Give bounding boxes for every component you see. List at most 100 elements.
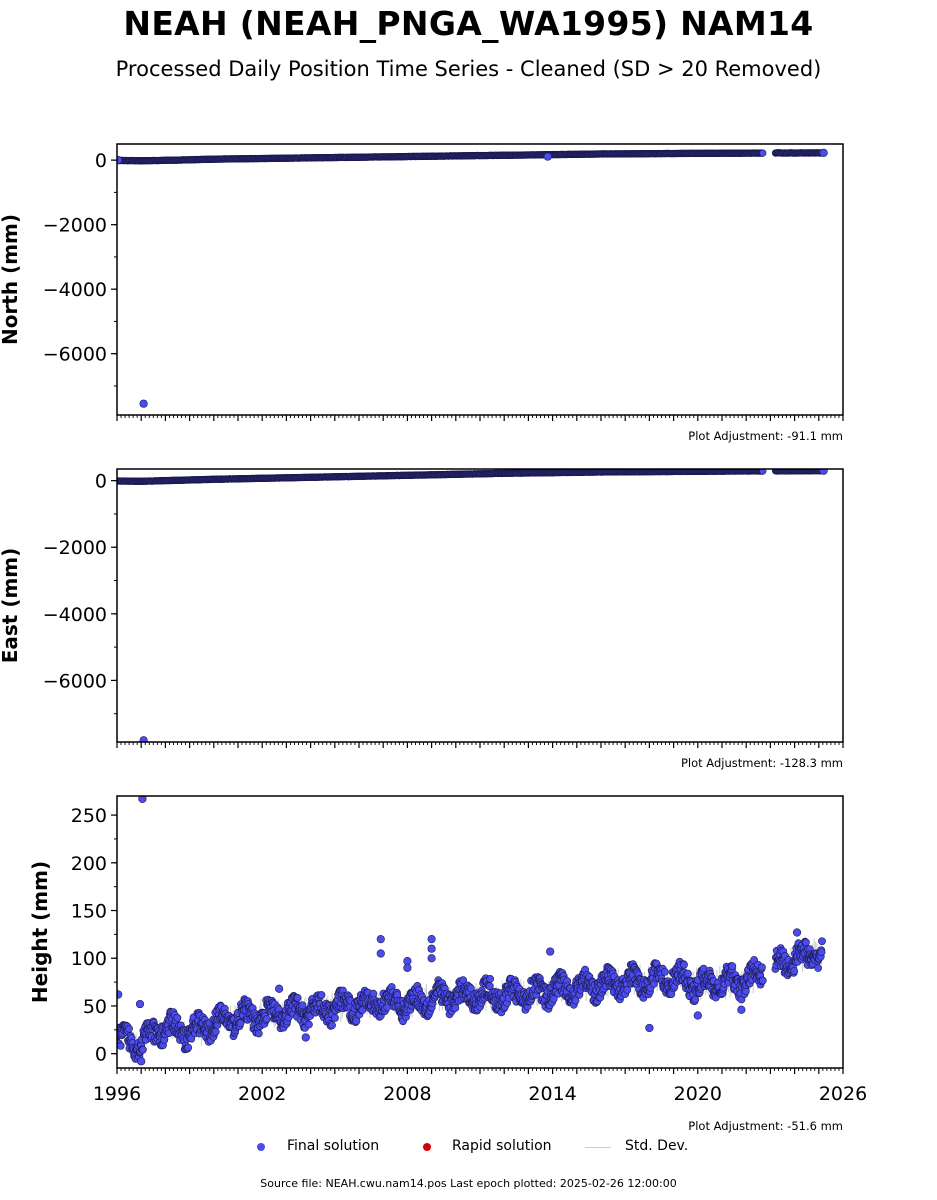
- final-solution-point: [741, 987, 750, 996]
- std-dev-label: Std. Dev.: [625, 1138, 689, 1154]
- outlier-point: [693, 1011, 702, 1020]
- final-solution-point: [728, 962, 737, 971]
- final-solution-point: [211, 1027, 220, 1036]
- final-solution-marker: [257, 1143, 265, 1151]
- std-dev-line: [585, 1147, 611, 1148]
- y-tick-label: −2000: [43, 537, 107, 559]
- data-points-2: [117, 469, 828, 742]
- outlier-point: [117, 156, 123, 165]
- outlier-point: [737, 1005, 746, 1014]
- final-solution-point: [758, 976, 767, 985]
- x-tick-label: 2008: [383, 1083, 431, 1105]
- axes-frame: [116, 143, 844, 416]
- y-tick-label: 200: [71, 853, 107, 875]
- plot-adjustment-note: Plot Adjustment: -128.3 mm: [681, 756, 843, 770]
- final-solution-point: [352, 1017, 361, 1025]
- outlier-point: [819, 148, 828, 157]
- final-solution-point: [184, 1043, 193, 1052]
- y-tick-label: −4000: [43, 279, 107, 301]
- outlier-point: [427, 944, 436, 953]
- final-solution-point: [317, 991, 326, 999]
- final-solution-point: [369, 989, 378, 998]
- final-solution-point: [660, 968, 669, 976]
- outlier-point: [139, 399, 148, 408]
- rapid-solution-marker: [423, 1143, 431, 1151]
- x-tick-label: 2026: [819, 1083, 867, 1105]
- outlier-point: [645, 1023, 654, 1033]
- outlier-point: [403, 963, 412, 972]
- x-tick-label: 2020: [674, 1083, 722, 1105]
- final-solution-label: Final solution: [287, 1138, 380, 1154]
- outlier-point: [376, 949, 385, 958]
- outlier-point: [792, 928, 802, 937]
- y-tick-label: 0: [95, 471, 107, 493]
- rapid-solution-label: Rapid solution: [452, 1138, 552, 1154]
- final-solution-point: [331, 1014, 339, 1022]
- source-footnote: Source file: NEAH.cwu.nam14.pos Last epo…: [260, 1177, 677, 1190]
- final-solution-point: [304, 1020, 313, 1029]
- y-tick-label: −6000: [43, 344, 107, 366]
- final-solution-point: [125, 1024, 133, 1033]
- x-tick-label: 1996: [93, 1083, 141, 1105]
- outlier-point: [543, 152, 552, 161]
- y-tick-label: 150: [71, 901, 107, 923]
- final-solution-point: [117, 1042, 125, 1050]
- final-solution-point: [486, 975, 494, 983]
- final-solution-point: [451, 1004, 460, 1012]
- y-tick-label: −6000: [43, 670, 107, 692]
- final-solution-point: [684, 969, 692, 978]
- outlier-point: [301, 1033, 310, 1042]
- outlier-point: [819, 469, 828, 475]
- final-solution-point: [759, 469, 767, 475]
- final-solution-point: [802, 938, 810, 947]
- y-tick-label: −4000: [43, 604, 107, 626]
- final-solution-point: [814, 964, 822, 972]
- outlier-point: [135, 999, 145, 1009]
- final-solution-point: [173, 1014, 182, 1022]
- y-tick-label: 50: [83, 996, 107, 1018]
- x-tick-label: 2002: [238, 1083, 286, 1105]
- final-solution-point: [623, 986, 632, 994]
- final-solution-point: [818, 937, 826, 946]
- outlier-point: [275, 984, 284, 993]
- y-axis-label: North (mm): [0, 214, 22, 345]
- final-solution-point: [691, 995, 700, 1004]
- plot-adjustment-note: Plot Adjustment: -51.6 mm: [688, 1119, 843, 1133]
- final-solution-point: [328, 1021, 336, 1030]
- final-solution-point: [262, 1015, 271, 1023]
- y-tick-label: −2000: [43, 215, 107, 237]
- final-solution-point: [758, 963, 766, 972]
- final-solution-point: [298, 1001, 307, 1010]
- panel-1: 0 −2000 −4000 −6000 North (mm) Plot Adjustmen…: [0, 143, 844, 443]
- final-solution-point: [759, 149, 767, 157]
- axes-frame: [116, 468, 844, 743]
- final-solution-point: [293, 994, 302, 1002]
- y-tick-label: 0: [95, 150, 107, 172]
- data-points-1: [117, 148, 828, 408]
- final-solution-point: [790, 967, 799, 975]
- panel-3: 0 50 100 150 200 250 1996 2002 2008 2014 2020 2026 H…: [28, 795, 867, 1133]
- final-solution-point: [236, 1019, 245, 1028]
- outlier-point: [139, 736, 148, 742]
- x-tick-label: 2014: [528, 1083, 576, 1105]
- y-tick-label: 250: [71, 805, 107, 827]
- panel-2: 0 −2000 −4000 −6000 East (mm) Plot Adjustment…: [0, 468, 844, 770]
- plot-adjustment-note: Plot Adjustment: -91.1 mm: [688, 429, 843, 443]
- outlier-point: [427, 954, 436, 963]
- final-solution-point: [817, 948, 826, 956]
- outlier-point: [546, 947, 555, 956]
- final-solution-point: [138, 1045, 147, 1054]
- outlier-point: [137, 1057, 146, 1066]
- outlier-point: [427, 935, 436, 944]
- y-tick-label: 100: [71, 948, 107, 970]
- chart-title: NEAH (NEAH_PNGA_WA1995) NAM14: [123, 4, 814, 43]
- data-points-3: [117, 796, 826, 1066]
- y-axis-label: Height (mm): [28, 861, 52, 1003]
- y-axis-label: East (mm): [0, 548, 22, 664]
- outlier-point: [376, 935, 385, 944]
- outlier-point: [117, 990, 123, 999]
- final-solution-point: [254, 1029, 263, 1038]
- y-tick-label: 0: [95, 1044, 107, 1066]
- chart-subtitle: Processed Daily Position Time Series - C…: [115, 57, 822, 81]
